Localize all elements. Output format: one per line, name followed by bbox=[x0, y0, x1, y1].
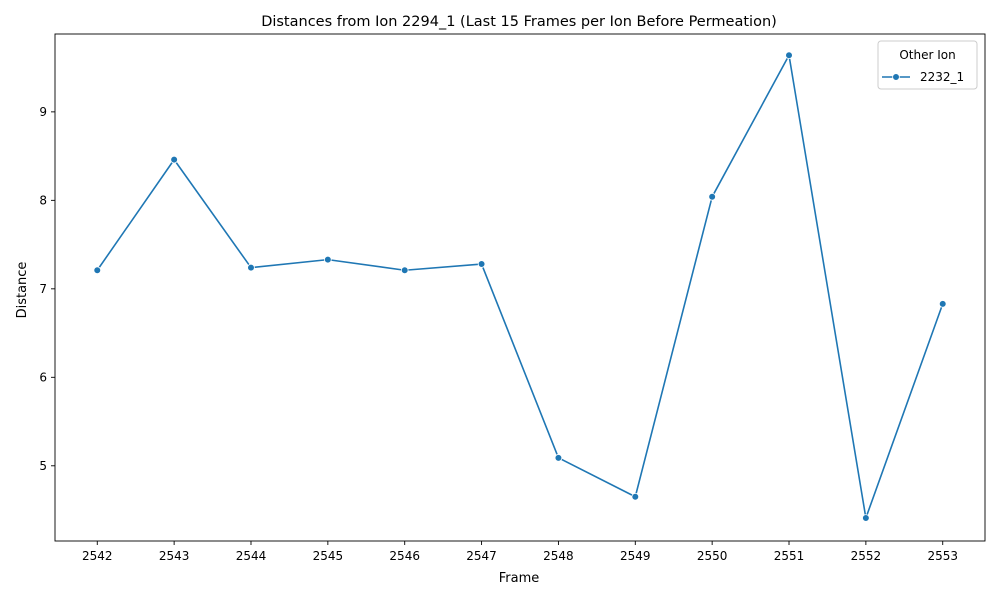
data-point bbox=[785, 51, 793, 60]
chart-title: Distances from Ion 2294_1 (Last 15 Frame… bbox=[261, 14, 777, 30]
x-tick-label: 2546 bbox=[389, 549, 420, 563]
data-point bbox=[247, 263, 255, 272]
x-tick-label: 2552 bbox=[851, 549, 882, 563]
axes-frame bbox=[54, 33, 986, 542]
x-tick-label: 2545 bbox=[313, 549, 344, 563]
data-point bbox=[170, 155, 178, 164]
x-axis-label: Frame bbox=[499, 571, 540, 586]
x-tick-label: 2543 bbox=[159, 549, 190, 563]
legend-title: Other Ion bbox=[899, 48, 955, 62]
data-point bbox=[938, 300, 947, 308]
y-tick-label: 7 bbox=[39, 282, 47, 296]
x-tick-label: 2547 bbox=[466, 549, 497, 563]
x-tick-label: 2549 bbox=[620, 549, 651, 563]
data-point bbox=[324, 255, 332, 264]
y-tick-label: 9 bbox=[39, 105, 47, 119]
data-point bbox=[93, 266, 102, 275]
y-axis: 5 6 7 8 9 bbox=[39, 105, 55, 473]
data-point bbox=[400, 266, 409, 275]
series-layer bbox=[93, 51, 947, 522]
x-tick-label: 2544 bbox=[236, 549, 267, 563]
x-tick-label: 2542 bbox=[82, 549, 113, 563]
data-point bbox=[708, 193, 716, 201]
legend-entry-label: 2232_1 bbox=[920, 70, 964, 84]
x-tick-label: 2548 bbox=[543, 549, 574, 563]
data-point bbox=[554, 454, 563, 462]
x-tick-label: 2550 bbox=[697, 549, 728, 563]
legend: Other Ion 2232_1 bbox=[877, 40, 978, 90]
y-axis-label: Distance bbox=[15, 262, 30, 319]
x-tick-label: 2553 bbox=[927, 549, 958, 563]
x-axis: 2542 2543 2544 2545 2546 2547 2548 2549 2550 2551… bbox=[82, 541, 958, 563]
plot-area: 2542 2543 2544 2545 2546 2547 2548 2549 2550 2551… bbox=[39, 33, 986, 563]
x-tick-label: 2551 bbox=[774, 549, 805, 563]
legend-marker-swatch bbox=[892, 73, 900, 81]
data-point bbox=[631, 492, 640, 501]
y-tick-label: 8 bbox=[39, 193, 47, 207]
series-line-2232_1 bbox=[96, 54, 944, 519]
data-point bbox=[862, 514, 870, 522]
y-tick-label: 6 bbox=[39, 370, 47, 384]
data-point bbox=[477, 260, 486, 268]
y-tick-label: 5 bbox=[39, 459, 47, 473]
